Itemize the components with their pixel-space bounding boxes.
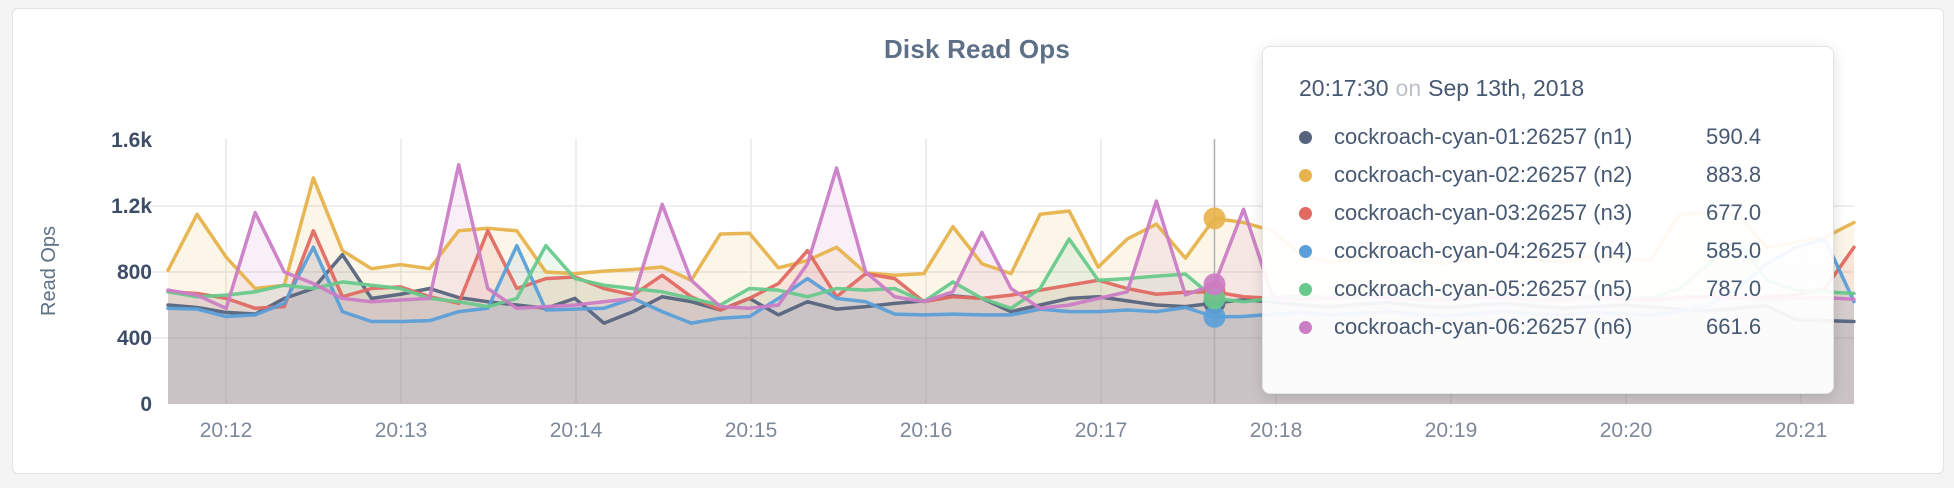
series-legend-dot-icon	[1299, 130, 1312, 144]
series-name: cockroach-cyan-01:26257 (n1)	[1334, 124, 1633, 149]
tooltip-date: Sep 13th, 2018	[1428, 75, 1585, 101]
series-legend-dot-icon	[1299, 282, 1312, 296]
y-axis-tick-label: 1.6k	[111, 129, 152, 152]
series-value: 787.0	[1706, 276, 1762, 301]
x-axis-tick-label: 20:14	[550, 419, 603, 442]
tooltip-row: cockroach-cyan-04:26257 (n4) 585.0	[1299, 232, 1813, 270]
series-legend-dot-icon	[1299, 168, 1312, 182]
hover-dot	[1203, 273, 1226, 296]
tooltip-row: cockroach-cyan-02:26257 (n2) 883.8	[1299, 156, 1813, 194]
y-axis-tick-label: 0	[140, 393, 152, 416]
series-legend-dot-icon	[1299, 206, 1312, 220]
y-axis-tick-label: 800	[117, 261, 152, 284]
y-axis-label: Read Ops	[38, 225, 60, 317]
tooltip-on-separator: on	[1395, 75, 1422, 101]
series-name: cockroach-cyan-05:26257 (n5)	[1334, 276, 1633, 301]
x-axis-tick-label: 20:15	[725, 419, 778, 442]
y-axis-tick-label: 1.2k	[111, 195, 152, 218]
x-axis-tick-label: 20:19	[1425, 419, 1478, 442]
tooltip-header: 20:17:30 on Sep 13th, 2018	[1299, 75, 1813, 102]
series-value: 590.4	[1706, 124, 1762, 149]
series-value: 677.0	[1706, 200, 1762, 225]
series-name: cockroach-cyan-04:26257 (n4)	[1334, 238, 1633, 263]
series-name: cockroach-cyan-03:26257 (n3)	[1334, 200, 1633, 225]
y-axis-tick-label: 400	[117, 327, 152, 350]
x-axis-tick-label: 20:21	[1775, 419, 1828, 442]
x-axis-tick-label: 20:13	[375, 419, 428, 442]
series-value: 883.8	[1706, 162, 1762, 187]
chart-title: Disk Read Ops	[883, 34, 1071, 64]
tooltip-row: cockroach-cyan-05:26257 (n5) 787.0	[1299, 270, 1813, 308]
series-legend-dot-icon	[1299, 244, 1312, 258]
series-value: 585.0	[1706, 238, 1762, 263]
x-axis-tick-label: 20:18	[1250, 419, 1303, 442]
tooltip-row: cockroach-cyan-03:26257 (n3) 677.0	[1299, 194, 1813, 232]
x-axis-tick-label: 20:12	[200, 419, 253, 442]
tooltip-row: cockroach-cyan-06:26257 (n6) 661.6	[1299, 308, 1813, 346]
series-value: 661.6	[1706, 314, 1762, 339]
tooltip-series-list: cockroach-cyan-01:26257 (n1) 590.4 cockroa…	[1299, 118, 1813, 346]
series-legend-dot-icon	[1299, 320, 1312, 334]
tooltip-row: cockroach-cyan-01:26257 (n1) 590.4	[1299, 118, 1813, 156]
x-axis-tick-label: 20:20	[1600, 419, 1653, 442]
series-name: cockroach-cyan-06:26257 (n6)	[1334, 314, 1633, 339]
x-axis-tick-label: 20:16	[900, 419, 953, 442]
series-name: cockroach-cyan-02:26257 (n2)	[1334, 162, 1633, 187]
tooltip-time: 20:17:30	[1299, 75, 1389, 101]
hover-dot	[1203, 305, 1226, 328]
x-axis-tick-label: 20:17	[1075, 419, 1128, 442]
hover-dot	[1203, 207, 1226, 230]
chart-hover-tooltip: 20:17:30 on Sep 13th, 2018 cockroach-cyan-…	[1262, 46, 1834, 394]
